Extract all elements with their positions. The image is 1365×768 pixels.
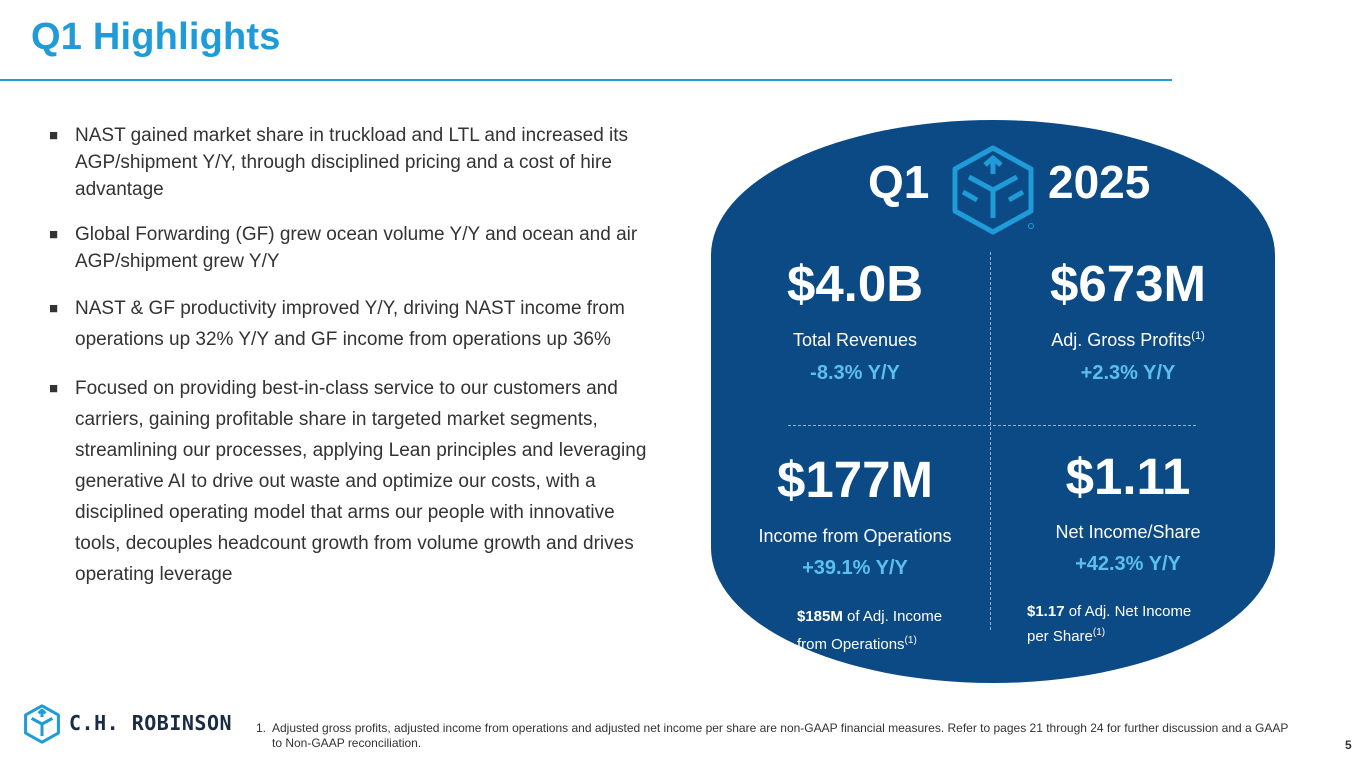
list-item: ■ Global Forwarding (GF) grew ocean volu… [48,221,660,275]
eps-value: $1.11 [1065,448,1191,505]
title-divider [0,79,1172,81]
cube-logo-icon [952,145,1034,235]
list-item: ■ NAST & GF productivity improved Y/Y, d… [48,293,660,355]
adj-eps-note: $1.17 of Adj. Net Income per Share(1) [1027,603,1192,645]
panel-vertical-divider [990,252,991,630]
agp-value: $673M [1050,255,1206,312]
list-item: ■ Focused on providing best-in-class ser… [48,373,660,590]
panel-horizontal-divider [788,425,1196,426]
bullet-square-icon: ■ [49,300,59,317]
eps-change: +42.3% Y/Y [1075,553,1181,575]
page-number: 5 [1345,738,1352,752]
revenue-change: -8.3% Y/Y [810,362,900,384]
eps-label: Net Income/Share [1055,522,1201,542]
highlights-list: ■ NAST gained market share in truckload … [48,122,660,608]
agp-change: +2.3% Y/Y [1080,362,1176,384]
income-label: Income from Operations [758,526,952,546]
company-logo-text: C.H. ROBINSON [69,711,233,735]
income-value: $177M [777,451,933,508]
panel-year: 2025 [1048,156,1151,208]
panel-quarter: Q1 [868,156,930,208]
footnote: 1. Adjusted gross profits, adjusted inco… [256,721,1289,750]
income-change: +39.1% Y/Y [802,557,908,579]
page-title: Q1 Highlights [31,16,281,58]
list-item: ■ NAST gained market share in truckload … [48,122,660,203]
bullet-square-icon: ■ [49,226,59,243]
adj-income-note: $185M of Adj. Income from Operations(1) [797,608,943,653]
agp-label: Adj. Gross Profits(1) [1051,330,1205,350]
revenue-label: Total Revenues [792,330,918,350]
bullet-square-icon: ■ [49,127,59,144]
company-logo-icon [24,704,60,744]
bullet-square-icon: ■ [49,380,59,397]
revenue-value: $4.0B [786,255,924,312]
